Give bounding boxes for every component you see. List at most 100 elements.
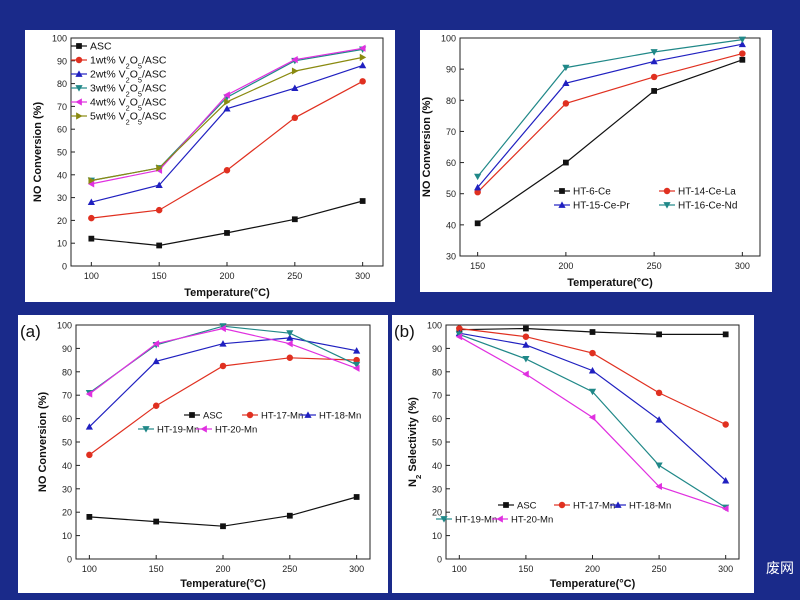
x-tick-label: 300 [718, 564, 733, 574]
y-tick-label: 50 [446, 189, 456, 199]
x-tick-label: 150 [149, 564, 164, 574]
series-1 [86, 354, 360, 459]
data-point [655, 389, 663, 397]
legend-item: 5wt% V2O5/ASC [71, 111, 167, 127]
series-2 [474, 40, 746, 191]
data-point [286, 340, 293, 348]
series-1 [474, 50, 746, 196]
legend-label: 5wt% V2O5/ASC [90, 111, 167, 127]
data-point [650, 73, 658, 81]
data-point [722, 331, 729, 338]
data-point [156, 164, 163, 172]
x-tick-label: 250 [652, 564, 667, 574]
legend-label: ASC [517, 501, 537, 512]
axes: 30 40 50 60 70 80 90 100 150 200 250 300 [441, 34, 761, 271]
series-0 [88, 198, 366, 249]
data-point [656, 331, 662, 338]
series-line [459, 333, 727, 509]
data-point [155, 181, 163, 188]
y-tick-label: 60 [446, 158, 456, 168]
data-point [738, 40, 746, 48]
legend-marker [558, 201, 566, 208]
data-point [655, 462, 663, 469]
data-point [286, 512, 293, 519]
y-tick-label: 40 [446, 220, 456, 230]
data-point [353, 356, 360, 364]
data-point [562, 100, 570, 107]
legend-marker [440, 516, 448, 523]
data-point [155, 206, 163, 214]
data-point [220, 523, 226, 530]
series-line [477, 39, 743, 177]
series-2 [85, 334, 361, 430]
data-point [722, 477, 730, 484]
y-tick-label: 60 [57, 125, 67, 135]
legend-marker [75, 70, 83, 77]
data-point [474, 183, 482, 191]
legend-label: HT-18-Mn [629, 501, 671, 512]
series-0 [474, 56, 746, 227]
data-point [588, 367, 597, 374]
legend-item: HT-18-Mn [610, 501, 671, 512]
data-point [522, 356, 530, 363]
watermark-text: 废网 [766, 561, 794, 577]
data-point [86, 451, 93, 459]
legend-item: HT-19-Mn [138, 425, 199, 436]
y-tick-label: 20 [432, 508, 442, 518]
data-point [353, 347, 361, 354]
y-tick-label: 60 [62, 414, 72, 424]
y-tick-label: 100 [427, 321, 442, 331]
legend-item: HT-18-Mn [300, 411, 361, 422]
legend-label: HT-20-Mn [215, 425, 257, 436]
y-tick-label: 30 [57, 193, 67, 203]
data-point [522, 333, 530, 340]
legend-label: HT-6-Ce [573, 187, 611, 198]
chart-1-svg: 0 10 20 30 40 50 60 70 80 90 100 100 150 200 250 300 Tem… [32, 34, 384, 299]
series-2 [87, 61, 367, 206]
y-tick-label: 90 [446, 65, 456, 75]
data-point [152, 357, 160, 365]
data-point [588, 413, 596, 422]
data-point [353, 364, 360, 372]
y-tick-label: 0 [437, 555, 442, 565]
legend-label: 2wt% V2O5/ASC [90, 69, 167, 85]
data-point [286, 330, 294, 337]
legend-item: HT-14-Ce-La [659, 187, 736, 198]
series-line [477, 43, 743, 188]
data-point [86, 514, 93, 520]
legend-label: HT-20-Mn [511, 515, 553, 526]
data-point [522, 370, 529, 378]
y-tick-label: 100 [52, 34, 67, 44]
data-point [291, 67, 299, 75]
data-point [353, 494, 360, 500]
legend-label: 4wt% V2O5/ASC [90, 97, 167, 113]
data-point [589, 349, 596, 357]
y-tick-label: 0 [67, 555, 72, 565]
data-point [286, 354, 294, 361]
data-point [359, 198, 366, 204]
series-4 [455, 333, 729, 513]
series-5 [88, 53, 367, 185]
x-axis-label: Temperature(°C) [180, 578, 266, 590]
data-point [87, 198, 95, 206]
y-tick-label: 50 [432, 438, 442, 448]
data-point [224, 230, 230, 236]
x-tick-label: 300 [349, 564, 364, 574]
data-point [650, 49, 658, 56]
x-tick-label: 150 [470, 261, 485, 271]
y-tick-label: 20 [62, 508, 72, 518]
legend: ASC HT-17-Mn HT-18-Mn HT-19-Mn HT-20-Mn [138, 411, 361, 436]
data-point [474, 173, 482, 181]
axes: 0 10 20 30 40 50 60 70 80 90 100 100 150 200 250 300 [427, 321, 740, 574]
legend-marker [496, 515, 503, 523]
data-point [153, 518, 160, 525]
legend-label: 3wt% V2O5/ASC [90, 83, 167, 99]
data-point [291, 84, 299, 92]
x-axis-label: Temperature(°C) [184, 287, 270, 299]
series-0 [86, 494, 360, 530]
panel-label: (b) [394, 322, 415, 341]
data-point [223, 105, 231, 112]
legend-marker [558, 501, 566, 509]
series-3 [85, 323, 361, 397]
data-point [655, 482, 662, 491]
